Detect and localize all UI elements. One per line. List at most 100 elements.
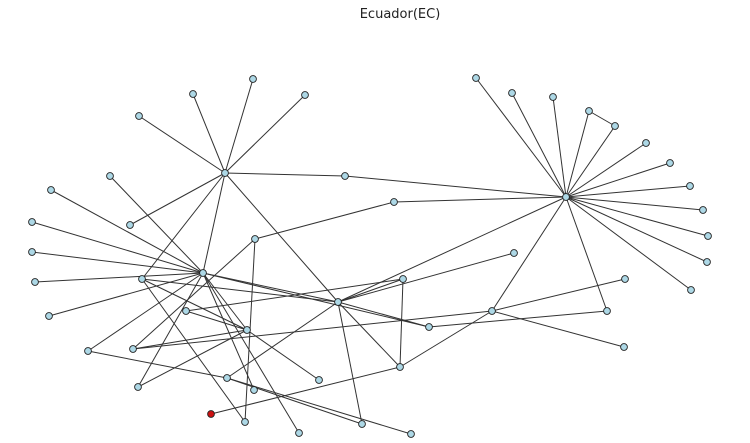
graph-node [135,112,143,120]
graph-node [703,258,711,266]
graph-node [358,420,366,428]
graph-node [611,122,619,130]
graph-edge [337,252,515,303]
graph-edge [399,310,493,368]
graph-edge [565,196,708,263]
graph-edge [138,115,226,174]
graph-edge [202,272,430,328]
graph-node [620,343,628,351]
graph-edge [565,162,671,198]
graph-edge [565,196,692,291]
graph-node [686,182,694,190]
graph-edge [344,175,567,198]
graph-edge [254,201,395,240]
graph-edge [141,278,339,303]
graph-node [425,323,433,331]
graph-node [549,93,557,101]
graph-node [488,307,496,315]
graph-edge [491,196,567,312]
graph-node [666,159,674,167]
graph-node [45,312,53,320]
graph-edge [475,77,567,198]
graph-edge [141,278,248,331]
graph-edge [31,251,204,274]
graph-edge [129,172,226,226]
graph-node [182,307,190,315]
graph-node [126,221,134,229]
graph-title: Ecuador(EC) [359,7,441,22]
graph-edge [491,310,625,348]
graph-node [315,376,323,384]
graph-node [31,278,39,286]
graph-node [585,107,593,115]
graph-edge [109,175,204,274]
graph-node [390,198,398,206]
graph-node [687,286,695,294]
graph-node [241,418,249,426]
graph-edge [337,301,363,425]
graph-edge [565,142,647,198]
graph-edge [132,310,493,350]
graph-node [249,75,257,83]
graph-edge [141,172,226,280]
graph-edge [202,272,255,391]
graph-edge [565,196,709,237]
graph-node [223,374,231,382]
graph-edge [50,189,204,274]
graph-edge [224,78,254,174]
graph-node [129,345,137,353]
graph-edge [185,310,248,331]
graph-edge [565,196,608,312]
graph-node [84,347,92,355]
graph-node [28,248,36,256]
graph-edge [202,272,339,303]
graph-edge [246,329,320,381]
graph-node [221,169,229,177]
graph-edge [565,125,616,198]
graph-edge [132,329,248,350]
graph-node [699,206,707,214]
graph-node [334,298,342,306]
graph-edge [48,272,204,317]
graph-node [407,430,415,438]
graph-node [138,275,146,283]
graph-edge [491,278,626,312]
graph-node [472,74,480,82]
graph-node [189,90,197,98]
graph-node [603,307,611,315]
graph-edge [226,301,339,379]
graph-node [243,326,251,334]
graph-node [251,235,259,243]
graph-node [199,269,207,277]
graph-node [396,363,404,371]
graph-node [106,172,114,180]
graph-node [508,89,516,97]
graph-edge [511,92,567,198]
graph-node [28,218,36,226]
graph-edge [141,278,246,423]
graph-node [295,429,303,437]
graph-edge [192,93,226,174]
edge-layer [31,77,709,435]
graph-edge [137,329,248,388]
node-layer [28,74,712,438]
graph-edge [202,272,248,331]
highlighted-graph-node [207,410,215,418]
graph-edge [565,185,691,198]
graph-edge [202,172,226,274]
graph-edge [87,272,204,352]
graph-node [250,386,258,394]
graph-node [399,275,407,283]
graph-edge [224,94,306,174]
graph-edge [393,196,567,203]
graph-edge [337,301,401,368]
graph-edge [185,278,404,312]
graph-node [47,186,55,194]
graph-edge [565,110,590,198]
graph-node [704,232,712,240]
graph-node [301,91,309,99]
graph-edge [337,278,404,303]
graph-edge [565,196,704,211]
graph-edge [210,366,401,415]
